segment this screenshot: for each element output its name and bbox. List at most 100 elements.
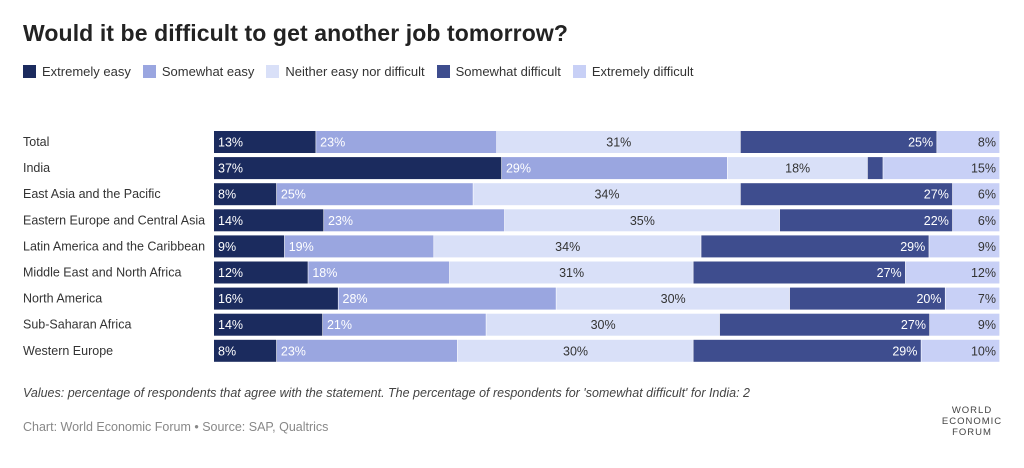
- legend-swatch: [266, 65, 280, 78]
- bar-segment: [284, 235, 434, 258]
- data-label: 16%: [218, 292, 243, 306]
- data-label: 6%: [978, 214, 996, 228]
- data-label: 27%: [901, 318, 926, 332]
- bar-segment: [740, 183, 953, 206]
- category-label: Sub-Saharan Africa: [23, 318, 131, 332]
- data-label: 31%: [559, 266, 584, 280]
- bar-segment: [952, 183, 1000, 206]
- bar-segment: [214, 183, 277, 206]
- wef-logo: WORLD ECONOMIC FORUM: [940, 405, 1004, 455]
- logo-line: FORUM: [952, 427, 992, 438]
- bar-segment: [504, 209, 780, 232]
- legend-item: Extremely difficult: [572, 64, 694, 79]
- bar-segment: [693, 261, 906, 284]
- data-label: 13%: [218, 136, 243, 150]
- category-label: Latin America and the Caribbean: [23, 239, 205, 253]
- data-label: 23%: [281, 344, 306, 358]
- data-label: 9%: [218, 240, 236, 254]
- category-label: India: [23, 161, 50, 175]
- chart-note: Values: percentage of respondents that a…: [23, 386, 750, 400]
- bar-segment: [719, 313, 930, 336]
- legend-swatch: [142, 65, 156, 78]
- bar-segment: [945, 287, 1000, 310]
- data-label: 18%: [312, 266, 337, 280]
- data-label: 6%: [978, 188, 996, 202]
- data-label: 28%: [343, 292, 368, 306]
- category-label: Eastern Europe and Central Asia: [23, 213, 205, 227]
- logo-line: ECONOMIC: [941, 416, 1003, 427]
- bar-segment: [473, 183, 741, 206]
- data-label: 14%: [218, 214, 243, 228]
- bar-segment: [789, 287, 945, 310]
- logo-line: WORLD: [951, 405, 993, 416]
- bar-segment: [308, 261, 450, 284]
- data-label: 10%: [971, 344, 996, 358]
- bar-segment: [322, 313, 486, 336]
- bar-segment: [693, 339, 921, 362]
- data-label: 19%: [289, 240, 314, 254]
- data-label: 15%: [971, 162, 996, 176]
- bar-segment: [214, 261, 308, 284]
- data-label: 30%: [591, 318, 616, 332]
- data-label: 22%: [924, 214, 949, 228]
- bar-segment: [214, 287, 338, 310]
- data-label: 29%: [892, 344, 917, 358]
- bar-segment: [486, 313, 720, 336]
- chart-footer: Chart: World Economic Forum • Source: SA…: [23, 420, 329, 434]
- data-label: 30%: [661, 292, 686, 306]
- legend-swatch: [572, 65, 586, 78]
- data-label: 23%: [328, 214, 353, 228]
- legend-label: Somewhat easy: [161, 64, 255, 79]
- data-label: 23%: [320, 136, 345, 150]
- bar-segment: [214, 313, 323, 336]
- category-label: Middle East and North Africa: [23, 266, 181, 280]
- legend-item: Neither easy nor difficult: [266, 64, 425, 79]
- bar-segment: [727, 157, 868, 180]
- legend: Extremely easy Somewhat easy Neither easy …: [23, 64, 706, 79]
- bar-segment: [929, 235, 1000, 258]
- data-label: 35%: [630, 214, 655, 228]
- data-label: 8%: [218, 344, 236, 358]
- legend-swatch: [436, 65, 450, 78]
- bar-segment: [214, 209, 324, 232]
- bar-segment: [338, 287, 556, 310]
- bar-segment: [867, 157, 883, 180]
- chart-title: Would it be difficult to get another job…: [23, 20, 569, 46]
- legend-item: Extremely easy: [23, 64, 131, 79]
- bar-segment: [316, 131, 497, 153]
- data-label: 9%: [978, 318, 996, 332]
- data-label: 34%: [594, 188, 619, 202]
- bar-segment: [434, 235, 701, 258]
- data-label: 25%: [281, 188, 306, 202]
- bar-segment: [214, 339, 277, 362]
- data-label: 14%: [218, 318, 243, 332]
- data-label: 34%: [555, 240, 580, 254]
- bar-segment: [952, 209, 1000, 232]
- legend-item: Somewhat difficult: [436, 64, 561, 79]
- bar-segment: [937, 131, 1000, 153]
- data-label: 37%: [218, 162, 243, 176]
- category-label: Total: [23, 135, 49, 149]
- legend-swatch: [23, 65, 36, 78]
- data-label: 29%: [506, 162, 531, 176]
- data-label: 21%: [327, 318, 352, 332]
- bar-segment: [701, 235, 929, 258]
- bar-segment: [740, 131, 937, 153]
- data-label: 8%: [218, 188, 236, 202]
- bar-segment: [883, 157, 1000, 180]
- legend-label: Neither easy nor difficult: [285, 64, 425, 79]
- stacked-bar-chart: Total 13% 23% 31% 25% 8% India 37% 29% 18% 15% East…: [23, 131, 1000, 362]
- bar-segment: [276, 183, 473, 206]
- data-label: 12%: [971, 266, 996, 280]
- legend-label: Extremely easy: [42, 64, 131, 79]
- data-label: 8%: [978, 136, 996, 150]
- bar-segment: [214, 131, 316, 153]
- data-label: 27%: [877, 266, 902, 280]
- data-label: 9%: [978, 240, 996, 254]
- category-label: North America: [23, 292, 102, 306]
- bar-segment: [921, 339, 1000, 362]
- data-label: 27%: [924, 188, 949, 202]
- bar-segment: [276, 339, 458, 362]
- legend-label: Somewhat difficult: [455, 64, 561, 79]
- bar-segment: [905, 261, 1000, 284]
